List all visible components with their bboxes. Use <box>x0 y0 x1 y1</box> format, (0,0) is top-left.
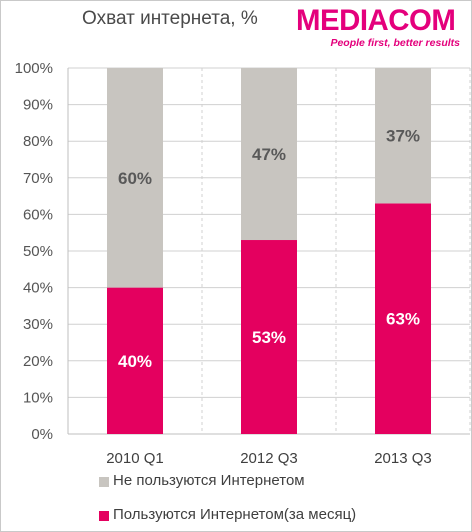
x-tick-label: 2010 Q1 <box>106 450 164 467</box>
y-tick-label: 60% <box>23 206 53 223</box>
y-tick-label: 90% <box>23 97 53 114</box>
data-label-users: 53% <box>252 328 286 347</box>
data-label-non-users: 47% <box>252 145 286 164</box>
bar-non-users <box>107 68 163 288</box>
y-tick-label: 30% <box>23 316 53 333</box>
bar-users <box>375 203 431 434</box>
y-tick-label: 80% <box>23 133 53 150</box>
legend-label-users: Пользуются Интернетом(за месяц) <box>113 506 357 523</box>
y-tick-label: 0% <box>31 426 53 443</box>
chart-title: Охват интернета, % <box>82 8 258 29</box>
logo-wordmark: MEDIACOM <box>296 4 456 37</box>
mediacom-logo: MEDIACOM People first, better results <box>296 4 466 52</box>
bar-users <box>241 240 297 434</box>
y-tick-label: 10% <box>23 389 53 406</box>
legend-label-non-users: Не пользуются Интернетом <box>113 472 305 489</box>
bar-non-users <box>375 68 431 204</box>
logo-tagline: People first, better results <box>330 37 460 49</box>
y-tick-label: 40% <box>23 280 53 297</box>
bar-non-users <box>241 68 297 241</box>
y-tick-label: 20% <box>23 353 53 370</box>
data-label-users: 63% <box>386 310 420 329</box>
y-tick-label: 50% <box>23 243 53 260</box>
legend-swatch-users <box>99 511 109 521</box>
stacked-bar-chart: 0% 10% 20% 30% 40% 50% 60% 70% 80% 90% 100% 40% 60% 2… <box>15 60 471 467</box>
data-label-non-users: 60% <box>118 169 152 188</box>
data-label-users: 40% <box>118 352 152 371</box>
y-tick-label: 70% <box>23 170 53 187</box>
x-tick-label: 2013 Q3 <box>374 450 432 467</box>
bar-users <box>107 287 163 434</box>
data-label-non-users: 37% <box>386 127 420 146</box>
legend-swatch-non-users <box>99 477 109 487</box>
x-tick-label: 2012 Q3 <box>240 450 298 467</box>
y-tick-label: 100% <box>15 60 53 77</box>
